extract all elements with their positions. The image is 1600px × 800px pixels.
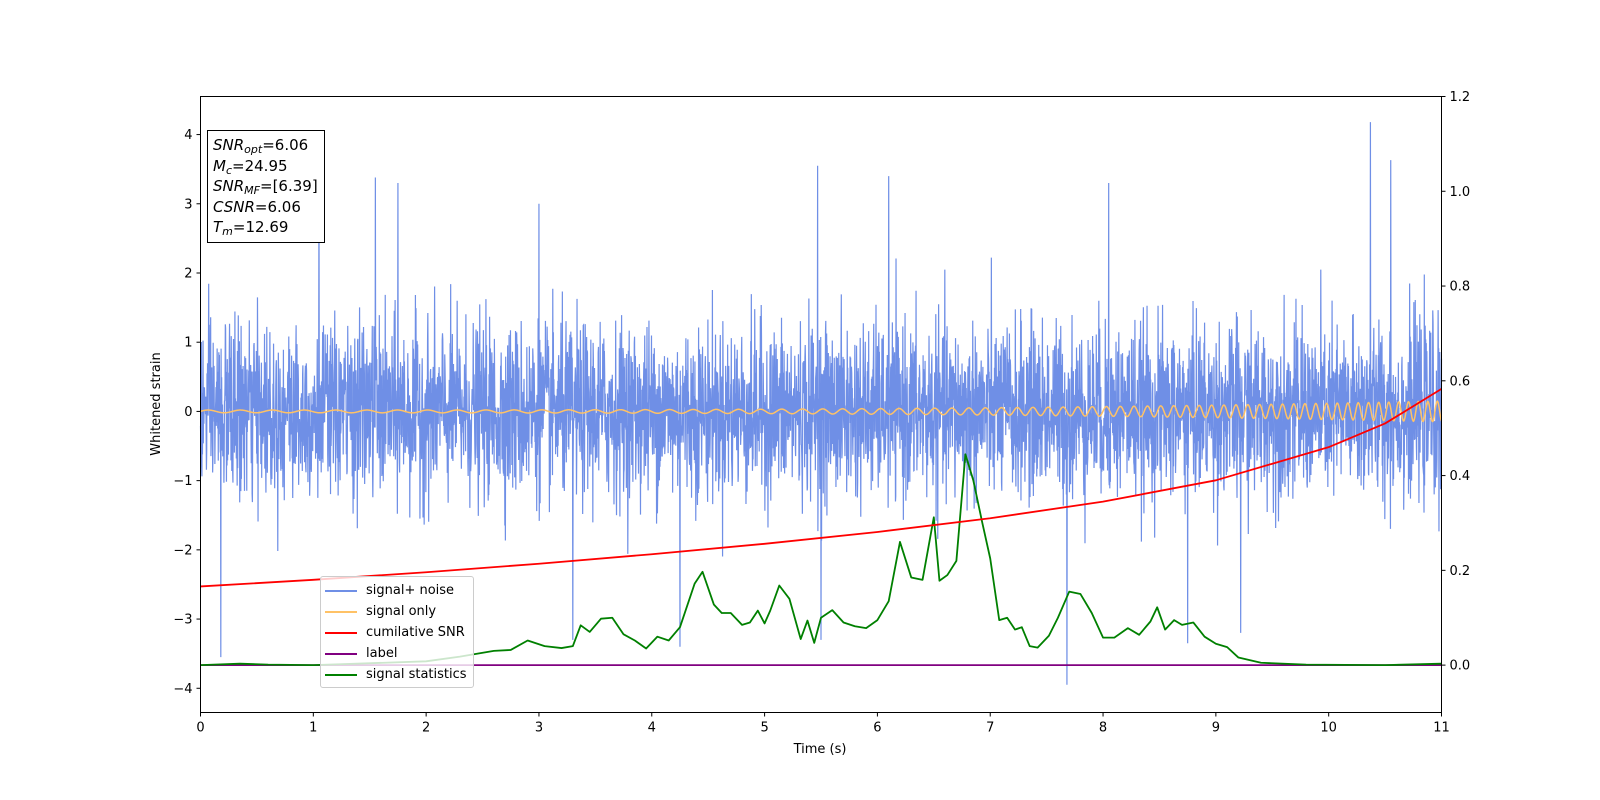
mc-subscript: c [225,163,233,177]
y-right-tick-label: 0.0 [1450,659,1471,674]
y-left-tick-label: −1 [173,474,192,489]
legend-item-signal-noise: signal+ noise [325,580,467,601]
y-right-tick-label: 1.2 [1450,90,1471,105]
info-box: SNRopt=6.06 Mc=24.95 SNRMF=[6.39] CSNR=6… [207,130,325,243]
snr-opt-symbol: SNR [213,136,245,154]
legend-label-cumulative-snr: cumilative SNR [366,625,465,640]
legend-swatch-signal-only [325,610,357,613]
legend-swatch-signal-noise [325,589,357,592]
series-line-signal-noise [199,122,1443,685]
x-tick-label: 2 [422,721,430,736]
tm-line: Tm=12.69 [213,217,318,238]
legend-swatch-signal-statistics [325,673,357,676]
y-left-tick-label: −2 [173,543,192,558]
csnr-line: CSNR=6.06 [213,197,318,218]
plot-frame [200,96,1442,713]
y-left-tick-label: 1 [184,336,192,351]
x-tick-label: 1 [309,721,317,736]
tm-subscript: m [222,225,233,238]
x-tick-label: 9 [1212,721,1220,736]
series-line-cumulative-snr [200,388,1442,588]
series-line-signal-statistics [200,453,1442,667]
y-left-tick-label: 3 [184,197,192,212]
legend-label-signal-noise: signal+ noise [366,583,455,598]
mc-value: =24.95 [232,156,288,175]
csnr-symbol: CSNR [213,197,255,216]
x-tick-label: 11 [1433,721,1450,736]
y-axis-title: Whitened strain [149,352,164,455]
snr-mf-value: =[6.39] [260,177,318,195]
legend: signal+ noise signal only cumilative SNR… [320,576,474,688]
snr-opt-line: SNRopt=6.06 [213,135,318,156]
y-right-tick-label: 0.2 [1450,564,1471,579]
mc-symbol: M [213,156,226,175]
x-axis: 0 1 2 3 4 5 6 7 8 9 10 11 [196,712,1450,736]
y-left-tick-label: 4 [184,128,192,143]
x-tick-label: 0 [196,721,204,736]
mc-line: Mc=24.95 [213,156,318,177]
series-line-signal-only [200,400,1443,423]
csnr-value: =6.06 [254,197,301,216]
snr-mf-line: SNRMF=[6.39] [213,176,318,197]
snr-opt-value: =6.06 [262,136,309,154]
x-tick-label: 7 [986,721,994,736]
x-tick-label: 5 [760,721,768,736]
legend-swatch-label [325,652,357,655]
legend-label-signal-only: signal only [366,604,437,619]
x-tick-label: 3 [535,721,543,736]
y-axis-right: 0.0 0.2 0.4 0.6 0.8 1.0 1.2 [1441,90,1471,674]
y-axis-left: −4 −3 −2 −1 0 1 2 3 4 [173,128,201,697]
snr-mf-symbol: SNR [213,177,245,195]
y-right-tick-label: 0.6 [1450,374,1471,389]
x-tick-label: 4 [648,721,656,736]
tm-value: =12.69 [232,218,289,236]
x-axis-title: Time (s) [793,742,847,757]
y-left-tick-label: −4 [173,682,192,697]
y-left-tick-label: −3 [173,613,192,628]
x-tick-label: 8 [1099,721,1107,736]
tm-symbol: T [213,218,223,236]
snr-mf-subscript: MF [244,184,260,197]
legend-label-label: label [366,646,398,661]
y-left-tick-label: 2 [184,266,192,281]
legend-label-signal-statistics: signal statistics [366,667,467,682]
y-left-tick-label: 0 [184,405,192,420]
legend-item-signal-statistics: signal statistics [325,664,467,685]
x-tick-label: 6 [873,721,881,736]
y-right-tick-label: 1.0 [1450,185,1471,200]
snr-opt-subscript: opt [244,143,263,156]
legend-item-signal-only: signal only [325,601,467,622]
legend-item-cumulative-snr: cumilative SNR [325,622,467,643]
legend-swatch-cumulative-snr [325,631,357,634]
x-tick-label: 10 [1320,721,1337,736]
y-right-tick-label: 0.8 [1450,280,1471,295]
y-right-tick-label: 0.4 [1450,469,1471,484]
legend-item-label: label [325,643,467,664]
